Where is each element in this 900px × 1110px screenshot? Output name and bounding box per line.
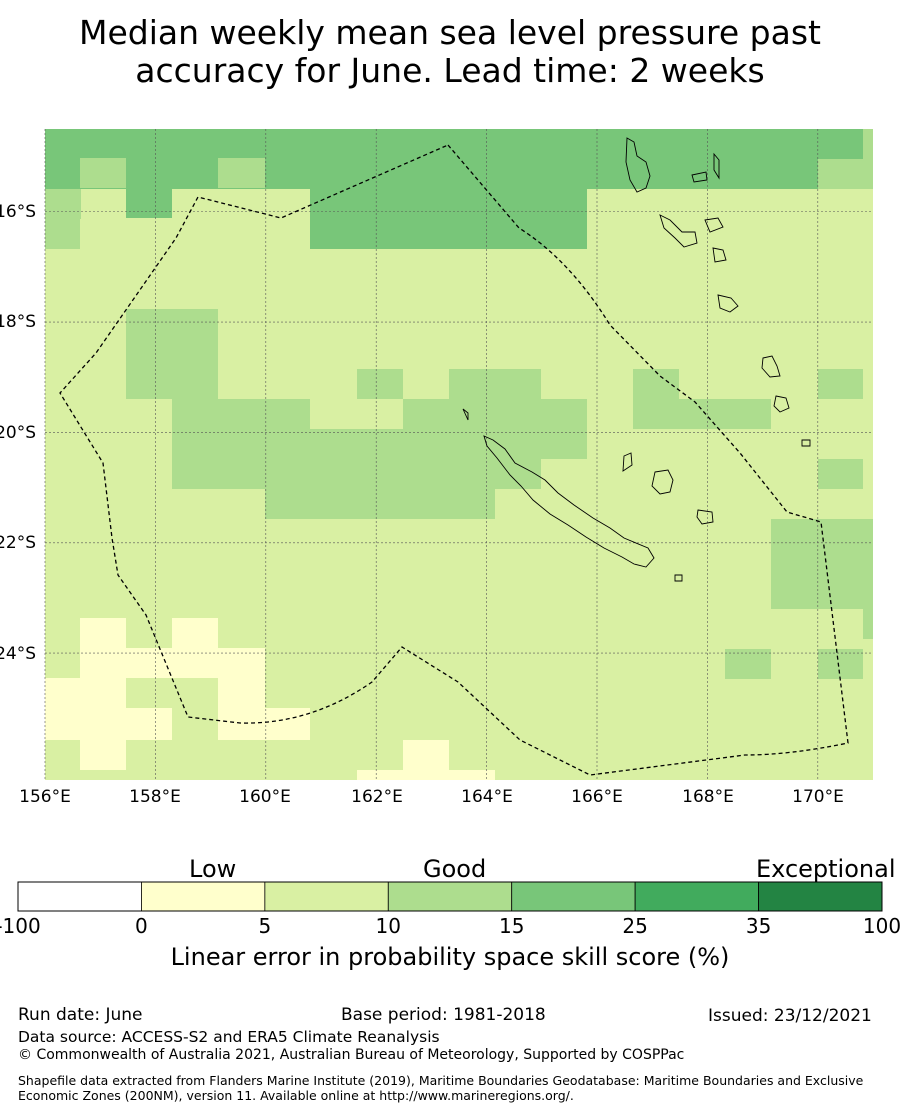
skill-score-map: 156°E 158°E 160°E 162°E 164°E 166°E 168°… [0, 129, 873, 807]
vanuatu-shepherd [704, 217, 724, 233]
colorbar-tick-label: 35 [746, 914, 771, 938]
landmasses [462, 137, 811, 582]
loyalty-islands-mare [696, 509, 714, 525]
colorbar-swatches [17, 881, 883, 912]
colorbar-swatch [141, 881, 266, 912]
vanuatu-erromango [761, 355, 781, 378]
vanuatu-espiritu-santo [625, 137, 651, 193]
copyright: © Commonwealth of Australia 2021, Austra… [18, 1047, 685, 1063]
map-gridlines [44, 129, 873, 780]
isle-of-pines [674, 574, 683, 582]
run-date: Run date: June [18, 1005, 143, 1025]
colorbar-tick-label: 100 [863, 914, 900, 938]
lon-tick-160: 160°E [239, 787, 291, 807]
colorbar-tick-label: -100 [0, 914, 41, 938]
colorbar-swatch [387, 881, 513, 912]
lat-tick-22: 22°S [0, 533, 36, 553]
colorbar-tick-label: 0 [135, 914, 148, 938]
lon-tick-156: 156°E [19, 787, 71, 807]
colorbar-label-exceptional: Exceptional [756, 855, 896, 883]
lat-tick-18: 18°S [0, 312, 36, 332]
lon-tick-162: 162°E [351, 787, 403, 807]
colorbar-swatch [17, 881, 142, 912]
colorbar-tick-label: 15 [499, 914, 524, 938]
issued-date: Issued: 23/12/2021 [708, 1006, 872, 1026]
vanuatu-aneityum [801, 439, 811, 447]
lon-tick-170: 170°E [792, 787, 844, 807]
lon-tick-164: 164°E [461, 787, 513, 807]
colorbar-tick-label: 10 [376, 914, 401, 938]
colorbar-tick-label: 25 [622, 914, 647, 938]
lat-tick-20: 20°S [0, 423, 36, 443]
colorbar-label-low: Low [189, 855, 237, 883]
colorbar-swatch [758, 881, 883, 912]
colorbar-tick-label: 5 [258, 914, 271, 938]
lon-tick-166: 166°E [571, 787, 623, 807]
vanuatu-tanna [773, 395, 790, 413]
base-period: Base period: 1981-2018 [341, 1005, 546, 1025]
lon-axis: 156°E 158°E 160°E 162°E 164°E 166°E 168°… [19, 787, 844, 807]
colorbar-title: Linear error in probability space skill … [170, 943, 730, 971]
colorbar-swatch [511, 881, 636, 912]
belep-islands [462, 408, 469, 421]
skill-colorbar: -100 0 5 10 15 25 35 100 [0, 881, 900, 938]
lon-tick-158: 158°E [129, 787, 181, 807]
vanuatu-epi [717, 294, 739, 313]
colorbar-swatch [264, 881, 389, 912]
skill-patches [45, 129, 873, 780]
vanuatu-pentecost [713, 152, 720, 180]
new-caledonia-island [483, 435, 655, 568]
map-title: Median weekly mean sea level pressure pa… [0, 14, 900, 90]
title-line-1: Median weekly mean sea level pressure pa… [79, 13, 821, 52]
title-line-2: accuracy for June. Lead time: 2 weeks [135, 51, 765, 90]
lat-tick-24: 24°S [0, 644, 36, 664]
lat-axis: 16°S 18°S 20°S 22°S 24°S [0, 202, 36, 664]
vanuatu-ambae [691, 171, 708, 183]
colorbar-ticks: -100 0 5 10 15 25 35 100 [0, 914, 900, 938]
loyalty-islands-ouvea [622, 452, 633, 472]
eez-boundary [59, 144, 849, 776]
colorbar-label-good: Good [423, 855, 487, 883]
vanuatu-malakula [659, 214, 698, 248]
data-source: Data source: ACCESS-S2 and ERA5 Climate … [18, 1028, 440, 1046]
lon-tick-168: 168°E [682, 787, 734, 807]
lat-tick-16: 16°S [0, 202, 36, 222]
colorbar-swatch [634, 881, 759, 912]
vanuatu-efate [712, 247, 727, 263]
shapefile-credit: Shapefile data extracted from Flanders M… [18, 1073, 864, 1103]
loyalty-islands-lifou [651, 469, 674, 495]
